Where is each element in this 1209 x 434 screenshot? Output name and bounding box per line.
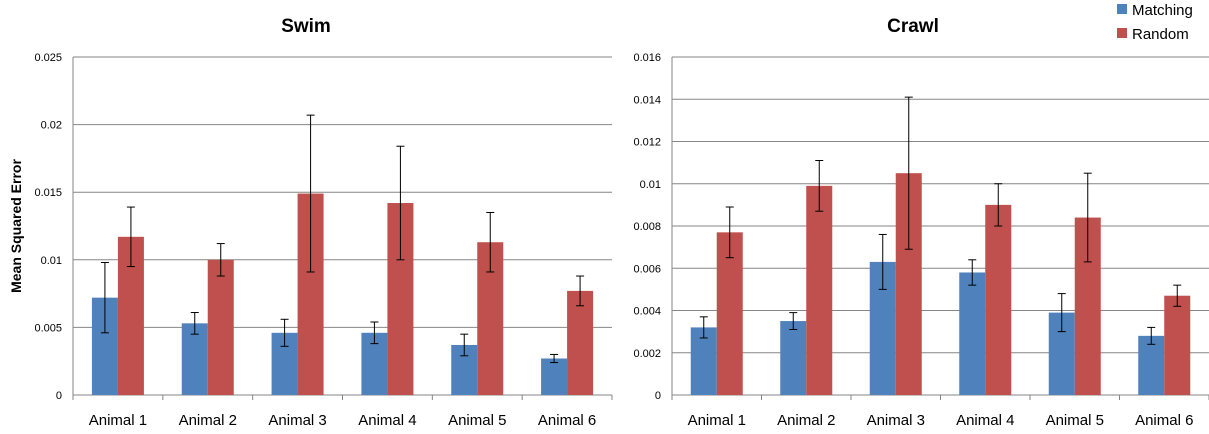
y-tick-label: 0: [655, 390, 661, 402]
x-tick-label: Animal 3: [867, 412, 925, 429]
bar-matching: [780, 321, 807, 395]
y-tick-label: 0.01: [41, 255, 62, 267]
bar-random: [207, 259, 234, 395]
y-tick-label: 0.008: [633, 221, 661, 233]
legend-swatch-matching: [1117, 4, 1127, 14]
x-tick-label: Animal 4: [358, 412, 416, 429]
bar-random: [1164, 295, 1191, 395]
chart-title: Crawl: [887, 16, 939, 37]
bar-matching: [959, 272, 986, 395]
y-tick-label: 0.002: [633, 348, 661, 360]
crawl-chart: Crawl 0 0.002 0.004 0.006 0.008 0.01 0.012 0.014…: [633, 16, 1209, 429]
y-axis-label: Mean Squared Error: [8, 159, 24, 293]
x-tick-label: Animal 1: [688, 412, 746, 429]
legend-swatch-random: [1117, 28, 1127, 38]
legend-label-random: Random: [1132, 26, 1189, 43]
x-tick-label: Animal 2: [777, 412, 835, 429]
chart-title: Swim: [281, 16, 331, 37]
x-tick-label: Animal 2: [179, 412, 237, 429]
bar-matching: [1138, 335, 1165, 395]
y-tick-label: 0.014: [633, 94, 661, 106]
x-tick-label: Animal 3: [268, 412, 326, 429]
bar-random: [567, 290, 594, 395]
y-tick-label: 0.025: [34, 52, 62, 64]
legend-label-matching: Matching: [1132, 2, 1193, 19]
y-tick-label: 0.006: [633, 263, 661, 275]
bar-random: [806, 185, 833, 395]
swim-chart: Swim 0 0.005 0.01 0.015 0.02 0.025 Mean Squared…: [8, 16, 613, 429]
x-tick-label: Animal 6: [1135, 412, 1193, 429]
y-tick-label: 0.01: [640, 179, 661, 191]
y-tick-label: 0.015: [34, 187, 62, 199]
x-tick-label: Animal 6: [538, 412, 596, 429]
y-tick-label: 0.012: [633, 137, 661, 149]
bar-matching: [181, 323, 208, 395]
x-tick-label: Animal 5: [448, 412, 506, 429]
bar-random: [716, 232, 743, 395]
x-tick-label: Animal 5: [1046, 412, 1104, 429]
y-tick-label: 0.016: [633, 52, 661, 64]
x-tick-label: Animal 1: [89, 412, 147, 429]
legend: Matching Random: [1117, 2, 1193, 43]
bar-matching: [690, 327, 717, 395]
bar-random: [985, 204, 1012, 395]
y-tick-label: 0.005: [34, 322, 62, 334]
x-tick-label: Animal 4: [956, 412, 1014, 429]
y-tick-label: 0.02: [41, 120, 62, 132]
y-tick-label: 0: [56, 390, 62, 402]
y-tick-label: 0.004: [633, 306, 661, 318]
bar-matching: [541, 358, 568, 395]
